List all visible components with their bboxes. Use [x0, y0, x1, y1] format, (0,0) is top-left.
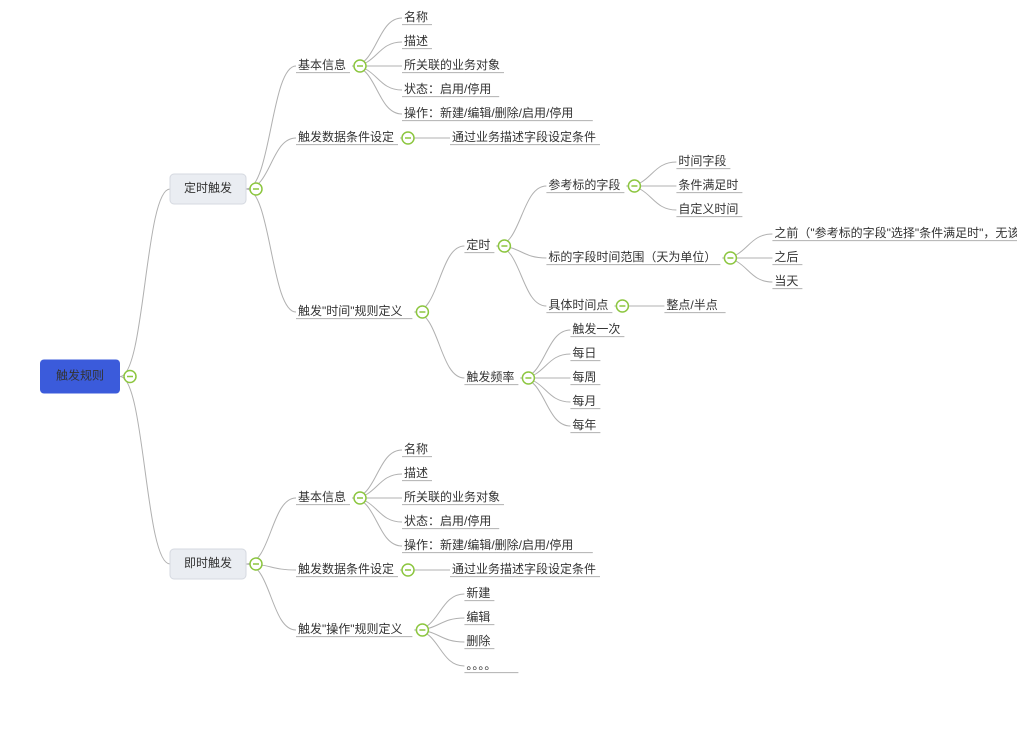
- mindmap-link: [246, 498, 296, 564]
- collapse-toggle[interactable]: [416, 624, 428, 636]
- node-label: 所关联的业务对象: [404, 57, 500, 72]
- node-label[interactable]: 标的字段时间范围（天为单位）: [548, 249, 716, 264]
- node-label: 触发一次: [572, 321, 620, 336]
- mindmap-link: [246, 189, 296, 312]
- node-label[interactable]: 触发"操作"规则定义: [298, 621, 403, 636]
- mindmap-link: [414, 312, 464, 378]
- mindmap-link: [246, 564, 296, 630]
- mindmap-link: [246, 66, 296, 189]
- node-label[interactable]: 基本信息: [298, 57, 346, 72]
- mindmap-link: [120, 189, 170, 377]
- collapse-toggle[interactable]: [416, 306, 428, 318]
- node-label: 每月: [572, 393, 596, 408]
- mindmap-link: [352, 18, 402, 66]
- mindmap-link: [520, 330, 570, 378]
- node-label: 条件满足时: [678, 178, 738, 192]
- mindmap-link: [414, 246, 464, 312]
- root-node-label: 触发规则: [56, 368, 104, 383]
- branch-node-label: 定时触发: [184, 180, 232, 195]
- mindmap-link: [496, 246, 546, 306]
- collapse-toggle[interactable]: [354, 492, 366, 504]
- mindmap-link: [352, 450, 402, 498]
- collapse-toggle[interactable]: [402, 564, 414, 576]
- node-label[interactable]: 具体时间点: [548, 298, 608, 312]
- node-label: 当天: [774, 274, 798, 288]
- node-label: 状态：启用/停用: [404, 513, 491, 528]
- mindmap-link: [520, 378, 570, 426]
- node-label[interactable]: 参考标的字段: [548, 177, 620, 192]
- collapse-toggle[interactable]: [250, 183, 262, 195]
- mindmap-link: [352, 498, 402, 546]
- node-label: 名称: [404, 441, 428, 456]
- mindmap-link: [120, 377, 170, 565]
- node-label: 描述: [404, 34, 428, 48]
- node-label: 操作：新建/编辑/删除/启用/停用: [404, 105, 573, 120]
- node-label: 所关联的业务对象: [404, 489, 500, 504]
- node-label: 时间字段: [678, 153, 726, 168]
- node-label: 通过业务描述字段设定条件: [452, 561, 596, 576]
- node-label: 操作：新建/编辑/删除/启用/停用: [404, 537, 573, 552]
- node-label: 每年: [572, 417, 596, 432]
- collapse-toggle[interactable]: [124, 371, 136, 383]
- collapse-toggle[interactable]: [402, 132, 414, 144]
- collapse-toggle[interactable]: [498, 240, 510, 252]
- node-label: 新建: [466, 585, 490, 600]
- node-label: 编辑: [466, 609, 490, 624]
- collapse-toggle[interactable]: [354, 60, 366, 72]
- node-label: 描述: [404, 466, 428, 480]
- collapse-toggle[interactable]: [522, 372, 534, 384]
- branch-node-label: 即时触发: [184, 555, 232, 570]
- collapse-toggle[interactable]: [724, 252, 736, 264]
- collapse-toggle[interactable]: [628, 180, 640, 192]
- node-label: 。。。。: [466, 658, 496, 672]
- node-label: 自定义时间: [678, 201, 738, 216]
- mindmap-link: [246, 138, 296, 189]
- node-label[interactable]: 触发数据条件设定: [298, 129, 394, 144]
- node-label: 通过业务描述字段设定条件: [452, 129, 596, 144]
- mindmap-link: [496, 186, 546, 246]
- node-label: 删除: [466, 633, 490, 648]
- node-label: 状态：启用/停用: [404, 81, 491, 96]
- node-label: 每日: [572, 345, 596, 360]
- node-label: 名称: [404, 9, 428, 24]
- node-label[interactable]: 触发"时间"规则定义: [298, 303, 403, 318]
- mindmap-canvas: 触发规则定时触发基本信息名称描述所关联的业务对象状态：启用/停用操作：新建/编辑…: [0, 0, 1017, 745]
- mindmap-link: [352, 66, 402, 114]
- collapse-toggle[interactable]: [616, 300, 628, 312]
- node-label[interactable]: 触发数据条件设定: [298, 561, 394, 576]
- node-label: 整点/半点: [666, 297, 717, 312]
- node-label: 之后: [774, 250, 798, 264]
- node-label: 每周: [572, 369, 596, 384]
- collapse-toggle[interactable]: [250, 558, 262, 570]
- node-label[interactable]: 触发频率: [466, 369, 514, 384]
- node-label[interactable]: 基本信息: [298, 489, 346, 504]
- node-label[interactable]: 定时: [466, 237, 490, 252]
- node-label: 之前（"参考标的字段"选择"条件满足时"，无该选项）: [774, 225, 1017, 240]
